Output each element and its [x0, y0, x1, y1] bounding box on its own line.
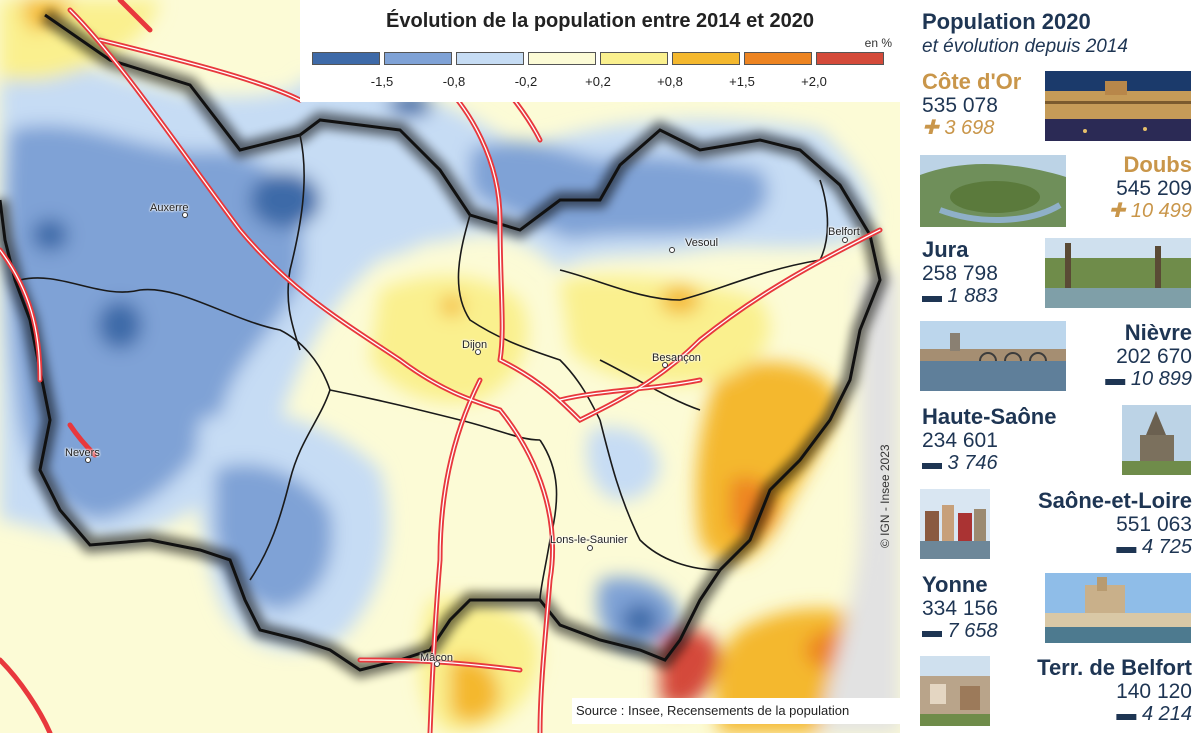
dept-population: 551 063: [1116, 513, 1192, 536]
auxerre-cathedral-photo: [1045, 573, 1191, 643]
city-markers: [85, 212, 848, 667]
city-label-lons-le-saunier: Lons-le-Saunier: [550, 534, 628, 546]
dijon-palace-photo: [1045, 71, 1191, 141]
city-label-vesoul: Vesoul: [685, 237, 719, 249]
dept-evolution: ▬ 1 883: [922, 285, 998, 307]
legend-swatch: [816, 52, 884, 65]
dept-evolution: ▬ 4 214: [1116, 703, 1192, 725]
population-change-map: Évolution de la population entre 2014 et…: [0, 0, 900, 733]
dept-name: Doubs: [1123, 152, 1192, 177]
dept-evolution: ▬ 10 899: [1105, 368, 1192, 390]
map-source: Source : Insee, Recensements de la popul…: [572, 698, 900, 724]
population-panel: Population 2020 et évolution depuis 2014…: [905, 0, 1200, 733]
legend-swatch: [312, 52, 380, 65]
dept-doubs: Doubs 545 209 ✚ 10 499: [922, 152, 1193, 223]
dept-jura: Jura 258 798 ▬ 1 883: [922, 238, 1192, 308]
jura-park-photo: [1045, 238, 1191, 308]
legend-threshold-label: +0,8: [657, 74, 683, 89]
legend-swatch: [384, 52, 452, 65]
dept-population: 140 120: [1116, 680, 1192, 703]
dept-evolution: ✚ 10 499: [1108, 200, 1193, 222]
department-boundaries: [19, 134, 829, 601]
dept-name: Nièvre: [1124, 320, 1192, 345]
dept-name: Haute-Saône: [922, 404, 1057, 429]
panel-title: Population 2020: [922, 9, 1091, 34]
city-label-nevers: Nevers: [65, 447, 100, 459]
dept-haute-saone: Haute-Saône 234 601 ▬ 3 746: [922, 405, 1192, 475]
dept-population: 334 156: [922, 597, 998, 620]
legend-swatch: [744, 52, 812, 65]
dept-evolution: ▬ 3 746: [922, 452, 998, 474]
dept-population: 545 209: [1116, 177, 1192, 200]
dept-evolution: ▬ 4 725: [1116, 536, 1192, 558]
map-canvas: [0, 0, 900, 733]
dept-population: 258 798: [922, 262, 998, 285]
legend-threshold-label: +0,2: [585, 74, 611, 89]
dept-name: Jura: [922, 237, 969, 262]
doubs-river-loop-photo: [920, 155, 1066, 227]
dept-yonne: Yonne 334 156 ▬ 7 658: [922, 573, 1192, 643]
map-copyright: © IGN - Insee 2023: [878, 444, 892, 548]
city-label-macon: Mâcon: [420, 652, 454, 664]
legend-threshold-label: -0,8: [442, 74, 466, 89]
dept-evolution: ✚ 3 698: [922, 117, 995, 139]
legend-threshold-label: -0,2: [514, 74, 538, 89]
dept-name: Saône-et-Loire: [1037, 488, 1192, 513]
dept-cote-dor: Côte d'Or 535 078 ✚ 3 698: [922, 70, 1192, 140]
dept-evolution: ▬ 7 658: [922, 620, 998, 642]
dept-name: Terr. de Belfort: [1037, 655, 1192, 680]
dept-terr-de-belfort: Terr. de Belfort 140 120 ▬ 4 214: [922, 656, 1192, 726]
population-change-zones: [0, 0, 900, 733]
city-label-auxerre: Auxerre: [150, 202, 189, 214]
dept-name: Yonne: [922, 572, 988, 597]
haute-saone-monument-photo: [1122, 405, 1191, 475]
legend-swatch: [528, 52, 596, 65]
legend-swatch: [600, 52, 668, 65]
dept-population: 234 601: [922, 429, 998, 452]
map-legend: Évolution de la population entre 2014 et…: [300, 0, 900, 102]
dept-saone-et-loire: Saône-et-Loire 551 063 ▬ 4 725: [922, 489, 1192, 559]
legend-threshold-label: +2,0: [801, 74, 827, 89]
dept-population: 535 078: [922, 94, 998, 117]
legend-threshold-label: -1,5: [370, 74, 394, 89]
dept-population: 202 670: [1116, 345, 1192, 368]
city-label-belfort: Belfort: [828, 226, 860, 238]
belfort-town-photo: [920, 656, 990, 726]
region-outline: [0, 8, 889, 679]
legend-swatch: [456, 52, 524, 65]
city-label-dijon: Dijon: [462, 339, 488, 351]
dept-name: Côte d'Or: [922, 69, 1022, 94]
nevers-bridge-photo: [920, 321, 1066, 391]
legend-threshold-label: +1,5: [729, 74, 755, 89]
saone-riverside-photo: [920, 489, 990, 559]
legend-swatch: [672, 52, 740, 65]
legend-title: Évolution de la population entre 2014 et…: [386, 10, 814, 32]
legend-unit: en %: [864, 36, 892, 50]
city-label-besancon: Besançon: [652, 352, 701, 364]
dept-nievre: Nièvre 202 670 ▬ 10 899: [922, 321, 1192, 391]
panel-subtitle: et évolution depuis 2014: [922, 36, 1128, 57]
